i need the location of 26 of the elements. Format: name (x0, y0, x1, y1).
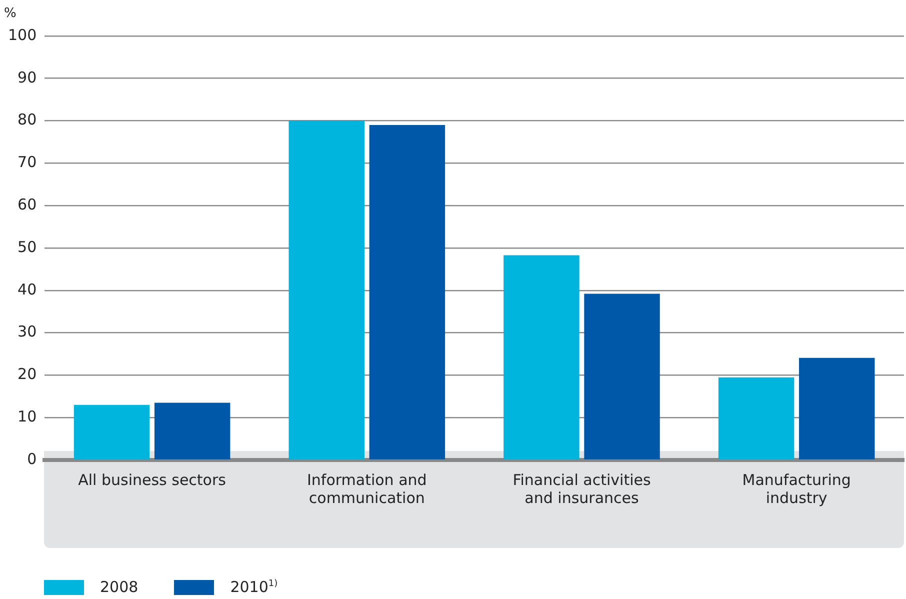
y-tick-label: 60 (18, 195, 37, 214)
x-tick-label: Manufacturing industry (742, 470, 851, 507)
bar (504, 255, 580, 460)
y-tick-label: 20 (18, 365, 37, 384)
y-tick-label: 90 (18, 68, 37, 86)
y-tick-label: 10 (18, 407, 37, 426)
bar (798, 358, 875, 460)
y-tick-label: 40 (18, 280, 37, 298)
y-tick-label: 0 (27, 450, 37, 468)
x-tick-label: All business sectors (78, 470, 226, 489)
y-tick-label: 80 (18, 110, 37, 129)
legend-label: 2008 (100, 578, 138, 596)
bar (369, 125, 446, 460)
bar (718, 377, 794, 460)
y-axis-title: % (4, 6, 16, 21)
bar (288, 120, 364, 460)
x-tick-label: Financial activities and insurances (512, 470, 651, 507)
y-tick-label: 100 (8, 26, 37, 44)
y-tick-label: 50 (18, 238, 37, 256)
bar (74, 404, 150, 460)
y-tick-label: 30 (18, 322, 37, 341)
bar (154, 402, 230, 460)
y-tick-label: 70 (18, 153, 37, 172)
legend-label: 2010$^{1)}$ (230, 578, 278, 596)
bar (584, 294, 660, 460)
x-tick-label: Information and communication (306, 470, 427, 507)
